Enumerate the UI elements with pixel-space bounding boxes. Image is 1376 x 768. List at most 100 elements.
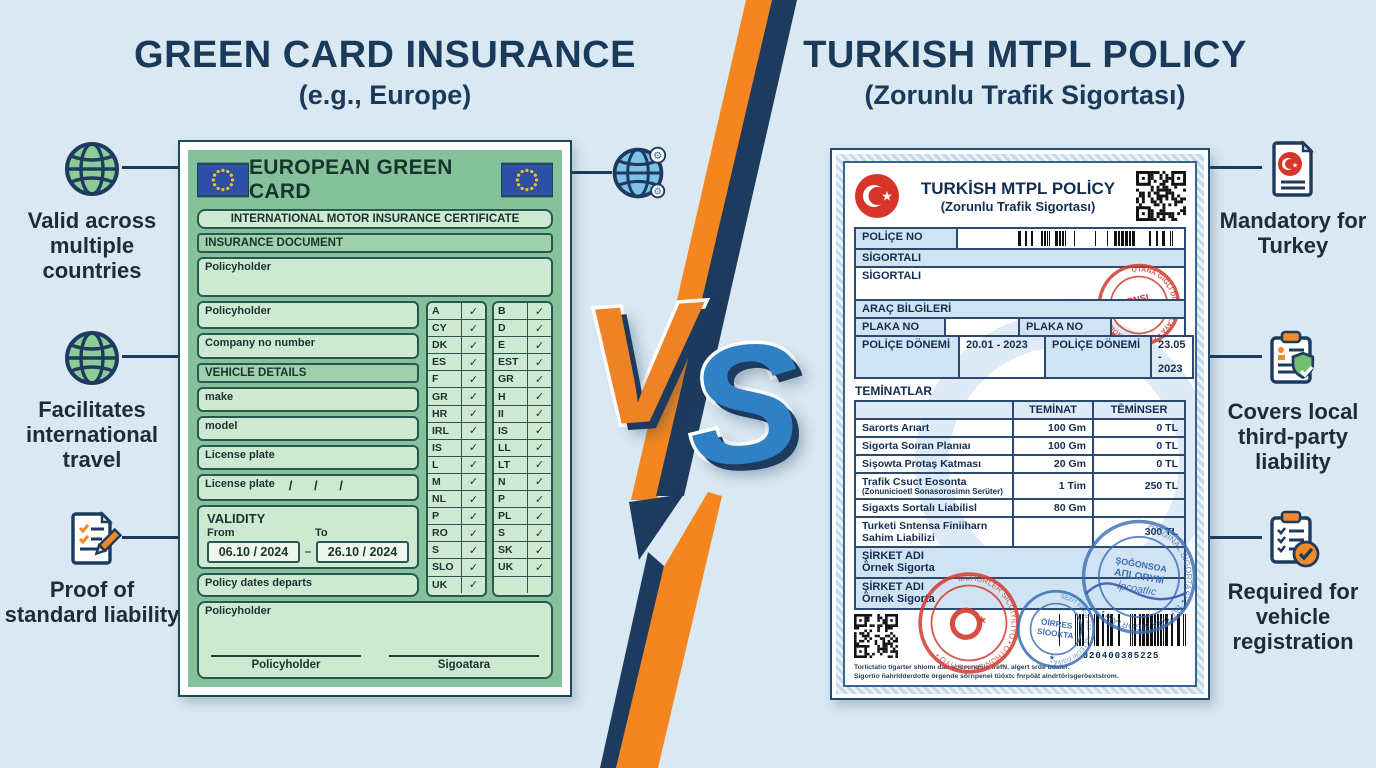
check-icon: ✓ (468, 561, 479, 574)
country-code: HR (428, 405, 462, 422)
row-teminser: 0 TL (1156, 421, 1178, 434)
country-row: F ✓ (428, 371, 485, 389)
check-icon: ✓ (534, 527, 545, 540)
annotation-valid-countries: Valid across multiple countries (2, 137, 182, 284)
donem-label: POLİÇE DÖNEMİ (1044, 334, 1152, 379)
plaka-value (944, 316, 1020, 337)
row-name: Sigorta Soıran Planıaı (856, 437, 1014, 454)
svg-text:★: ★ (881, 189, 893, 204)
check-icon: ✓ (468, 442, 479, 455)
annotation-label: Valid across multiple countries (27, 208, 157, 283)
table-row: Sarorts Arıart 100 Gm 0 TL (856, 419, 1184, 438)
connector-line (122, 166, 180, 169)
clipboard-check-icon (1203, 506, 1376, 572)
police-no-label: POLİÇE NO (854, 227, 958, 250)
country-code: LT (494, 456, 528, 473)
country-row: A ✓ (428, 303, 485, 321)
signature-right: Sigoatara (389, 655, 539, 671)
row-teminser: 0 TL (1156, 439, 1178, 452)
check-icon: ✓ (468, 544, 479, 557)
field-license-plate: License plate (197, 445, 419, 470)
country-code: LL (494, 439, 528, 456)
license-slashes: / / / (288, 478, 343, 493)
country-row: UK ✓ (428, 576, 485, 593)
green-card-title: EUROPEAN GREEN CARD (248, 156, 453, 203)
validity-from-label: From (207, 527, 235, 539)
check-icon: ✓ (534, 544, 545, 557)
signature-left: Policyholder (211, 655, 361, 671)
country-row: II ✓ (494, 405, 551, 423)
country-code: NL (428, 491, 462, 508)
country-code: IRL (428, 422, 462, 439)
validity-from-date: 06.10 / 2024 (207, 541, 300, 563)
svg-text:ÖİRRES: ÖİRRES (1041, 616, 1074, 630)
country-code: GR (428, 388, 462, 405)
section-validity: VALIDITY (207, 511, 266, 526)
country-code: N (494, 473, 528, 491)
svg-text:⚙: ⚙ (653, 151, 662, 162)
country-code: M (428, 473, 462, 491)
fine-print-line: Torlictatio tigarter shiomı dan soitecnu… (854, 663, 1070, 671)
connector-line (1210, 536, 1262, 539)
sirket-label: ŞİRKET ADI (862, 580, 924, 593)
sirket-value: Örnek Sigorta (862, 562, 935, 575)
plaka-value (1110, 316, 1186, 337)
document-footer: 020400385225 (854, 613, 1186, 661)
clipboard-shield-icon (1203, 326, 1376, 392)
teminatlar-title: TEMİNATLAR (855, 383, 933, 398)
row-name: Sigaxts Sortalı Liabilisl (856, 499, 1014, 516)
svg-text:★: ★ (976, 614, 989, 628)
right-title: TURKISH MTPL POLICY (803, 34, 1247, 76)
check-icon: ✓ (534, 408, 545, 421)
check-icon: ✓ (534, 305, 545, 318)
country-row: CY ✓ (428, 320, 485, 338)
check-icon: ✓ (468, 527, 479, 540)
row-teminat: 20 Gm (1014, 455, 1094, 472)
check-icon: ✓ (534, 459, 545, 472)
country-code: P (494, 491, 528, 508)
country-code: SLO (428, 559, 462, 576)
field-company-number: Company no number (197, 333, 419, 359)
field-policyholder: Policyholder (197, 257, 553, 297)
country-row: NL ✓ (428, 491, 485, 509)
check-icon: ✓ (468, 425, 479, 438)
country-code: IS (428, 439, 462, 456)
signature-box: Policyholder Policyholder Sigoatara (197, 601, 553, 679)
left-subtitle: (e.g., Europe) (298, 79, 472, 110)
country-row: H ✓ (494, 388, 551, 406)
annotation-label: Required for vehicle registration (1227, 579, 1359, 654)
green-card-document: EUROPEAN GREEN CARD INTERNATIONAL MOTOR … (178, 140, 572, 697)
country-row: E ✓ (494, 337, 551, 355)
barcode-number: 020400385225 (1082, 650, 1160, 661)
annotation-third-party: Covers local third-party liability (1203, 326, 1376, 475)
check-icon: ✓ (468, 408, 479, 421)
country-code: F (428, 371, 462, 388)
check-icon: ✓ (468, 305, 479, 318)
country-check-tables: A ✓ CY ✓ DK ✓ ES ✓ F ✓ GR ✓ HR ✓ IRL ✓ IS ✓ L ✓ M ✓ NL ✓ P ✓ RO ✓ S ✓… (426, 301, 553, 597)
check-icon: ✓ (534, 391, 545, 404)
table-row: Turketi Sntensa Finiiharn Sahim Liabiliz… (856, 517, 1184, 546)
globe-icon (2, 326, 182, 390)
row-name-main: Trafik Csuct Eosonta (862, 475, 967, 488)
left-title-block: GREEN CARD INSURANCE (e.g., Europe) (95, 35, 675, 111)
country-row: S ✓ (494, 525, 551, 543)
plaka-row: PLAKA NO PLAKA NO (854, 316, 1186, 337)
mtpl-header: ★ TURKİSH MTPL POLİCY (Zorunlu Trafik Si… (854, 171, 1186, 221)
connector-line (572, 171, 612, 174)
sirket-adi-box-2: ŞİRKET ADI Örnek Sigorta (854, 576, 1186, 610)
country-code: RO (428, 525, 462, 542)
row-teminser: 250 TL (1144, 479, 1178, 492)
field-policy-dates: Policy dates departs (197, 573, 419, 597)
country-code: GR (494, 371, 528, 388)
globe-icon (2, 137, 182, 201)
check-icon: ✓ (534, 561, 545, 574)
country-row: DK ✓ (428, 337, 485, 355)
country-row: IS ✓ (494, 422, 551, 440)
green-card-header: EUROPEAN GREEN CARD (197, 156, 553, 203)
country-row: SK ✓ (494, 542, 551, 560)
connector-line (1210, 355, 1262, 358)
check-icon: ✓ (468, 476, 479, 489)
country-row: D ✓ (494, 320, 551, 338)
country-row: RO ✓ (428, 525, 485, 543)
